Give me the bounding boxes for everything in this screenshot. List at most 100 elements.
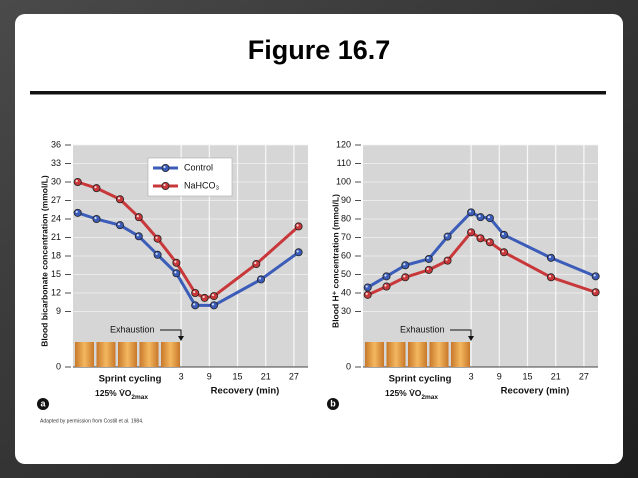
y-tick-label: 100 [336, 176, 351, 186]
data-point [424, 254, 433, 263]
exercise-bout [75, 342, 94, 367]
data-point [591, 272, 600, 281]
point-highlight [193, 303, 196, 306]
x-tick-label: 3 [469, 371, 474, 381]
data-point [92, 184, 101, 193]
point-highlight [296, 250, 299, 253]
x-tick-label: 3 [179, 371, 184, 381]
data-point [485, 238, 494, 247]
point-highlight [117, 197, 121, 200]
data-point [209, 301, 218, 310]
arrow-head [178, 336, 184, 341]
y-axis-label: Blood bicarbonate concentration (mmol/L) [39, 175, 49, 347]
data-point [499, 230, 508, 239]
point-highlight [94, 216, 97, 220]
point-highlight [94, 186, 97, 189]
exercise-bout [451, 342, 470, 367]
data-point [191, 288, 200, 297]
data-point [191, 301, 200, 310]
point-highlight [174, 260, 177, 263]
data-point [172, 258, 181, 267]
y-tick-label: 90 [341, 195, 351, 205]
data-point [443, 256, 452, 265]
panel-letter: b [330, 398, 336, 408]
y-tick-label: 33 [51, 158, 61, 168]
data-point [172, 269, 181, 278]
x-tick-label: 21 [551, 371, 561, 381]
data-point [476, 234, 485, 243]
exercise-intensity: 125% V̇O2max [95, 388, 148, 401]
point-highlight [478, 215, 481, 218]
data-point [73, 177, 82, 186]
y-tick-label: 15 [51, 269, 61, 279]
data-point [209, 292, 218, 301]
arrow-head [468, 336, 474, 341]
exercise-bout [386, 342, 406, 367]
legend-label: NaHCO₃ [184, 180, 220, 190]
data-point [382, 272, 391, 281]
panel-letter: a [40, 398, 46, 408]
data-point [116, 195, 125, 204]
point-highlight [593, 274, 596, 277]
exercise-bout [161, 342, 180, 367]
data-point [116, 221, 125, 230]
point-highlight [384, 274, 387, 277]
exercise-bout [139, 342, 159, 367]
y-tick-label: 0 [56, 361, 61, 371]
point-highlight [445, 234, 448, 237]
data-point [401, 261, 410, 270]
exercise-label: Sprint cycling [99, 374, 162, 385]
y-axis-label: Blood H⁺ concentration (mmol/L) [330, 194, 340, 328]
x-axis-label: Recovery (min) [211, 386, 280, 397]
point-highlight [403, 263, 406, 266]
point-highlight [384, 284, 387, 287]
x-tick-label: 27 [289, 371, 299, 381]
point-highlight [211, 293, 215, 297]
data-point [467, 208, 476, 217]
exercise-bout [365, 342, 384, 367]
annotation: Exhaustion [110, 324, 155, 334]
point-highlight [487, 240, 490, 243]
data-point [443, 232, 452, 241]
data-point [424, 265, 433, 274]
data-point [161, 181, 170, 190]
point-highlight [426, 256, 429, 260]
x-axis-label: Recovery (min) [501, 386, 570, 397]
point-highlight [469, 210, 472, 213]
point-highlight [426, 267, 429, 270]
point-highlight [365, 285, 368, 288]
data-point [363, 283, 372, 292]
point-highlight [193, 290, 196, 294]
y-tick-label: 9 [56, 306, 61, 316]
y-tick-label: 12 [51, 287, 61, 297]
y-tick-label: 70 [341, 232, 351, 242]
point-highlight [296, 224, 299, 227]
x-tick-label: 15 [522, 371, 532, 381]
intensity-sub: 2max [421, 394, 438, 401]
intensity-main: 125% V̇O [95, 388, 132, 398]
y-tick-label: 30 [341, 306, 351, 316]
panel-badge [327, 398, 339, 410]
point-highlight [469, 230, 472, 233]
exercise-bout [96, 342, 116, 367]
legend-label: Control [184, 162, 213, 172]
data-point [256, 275, 265, 284]
data-point [153, 250, 162, 259]
point-highlight [445, 258, 448, 261]
point-highlight [548, 255, 552, 258]
y-tick-label: 0 [346, 361, 351, 371]
slide-title: Figure 16.7 [248, 35, 391, 65]
series-line [77, 211, 300, 307]
point-highlight [174, 271, 177, 274]
intensity-main: 125% V̇O [385, 388, 422, 398]
y-tick-label: 50 [341, 269, 351, 279]
data-point [161, 163, 170, 172]
point-highlight [163, 183, 166, 187]
point-highlight [75, 179, 78, 183]
y-tick-label: 40 [341, 287, 351, 297]
y-tick-label: 27 [51, 195, 61, 205]
point-highlight [136, 234, 139, 237]
